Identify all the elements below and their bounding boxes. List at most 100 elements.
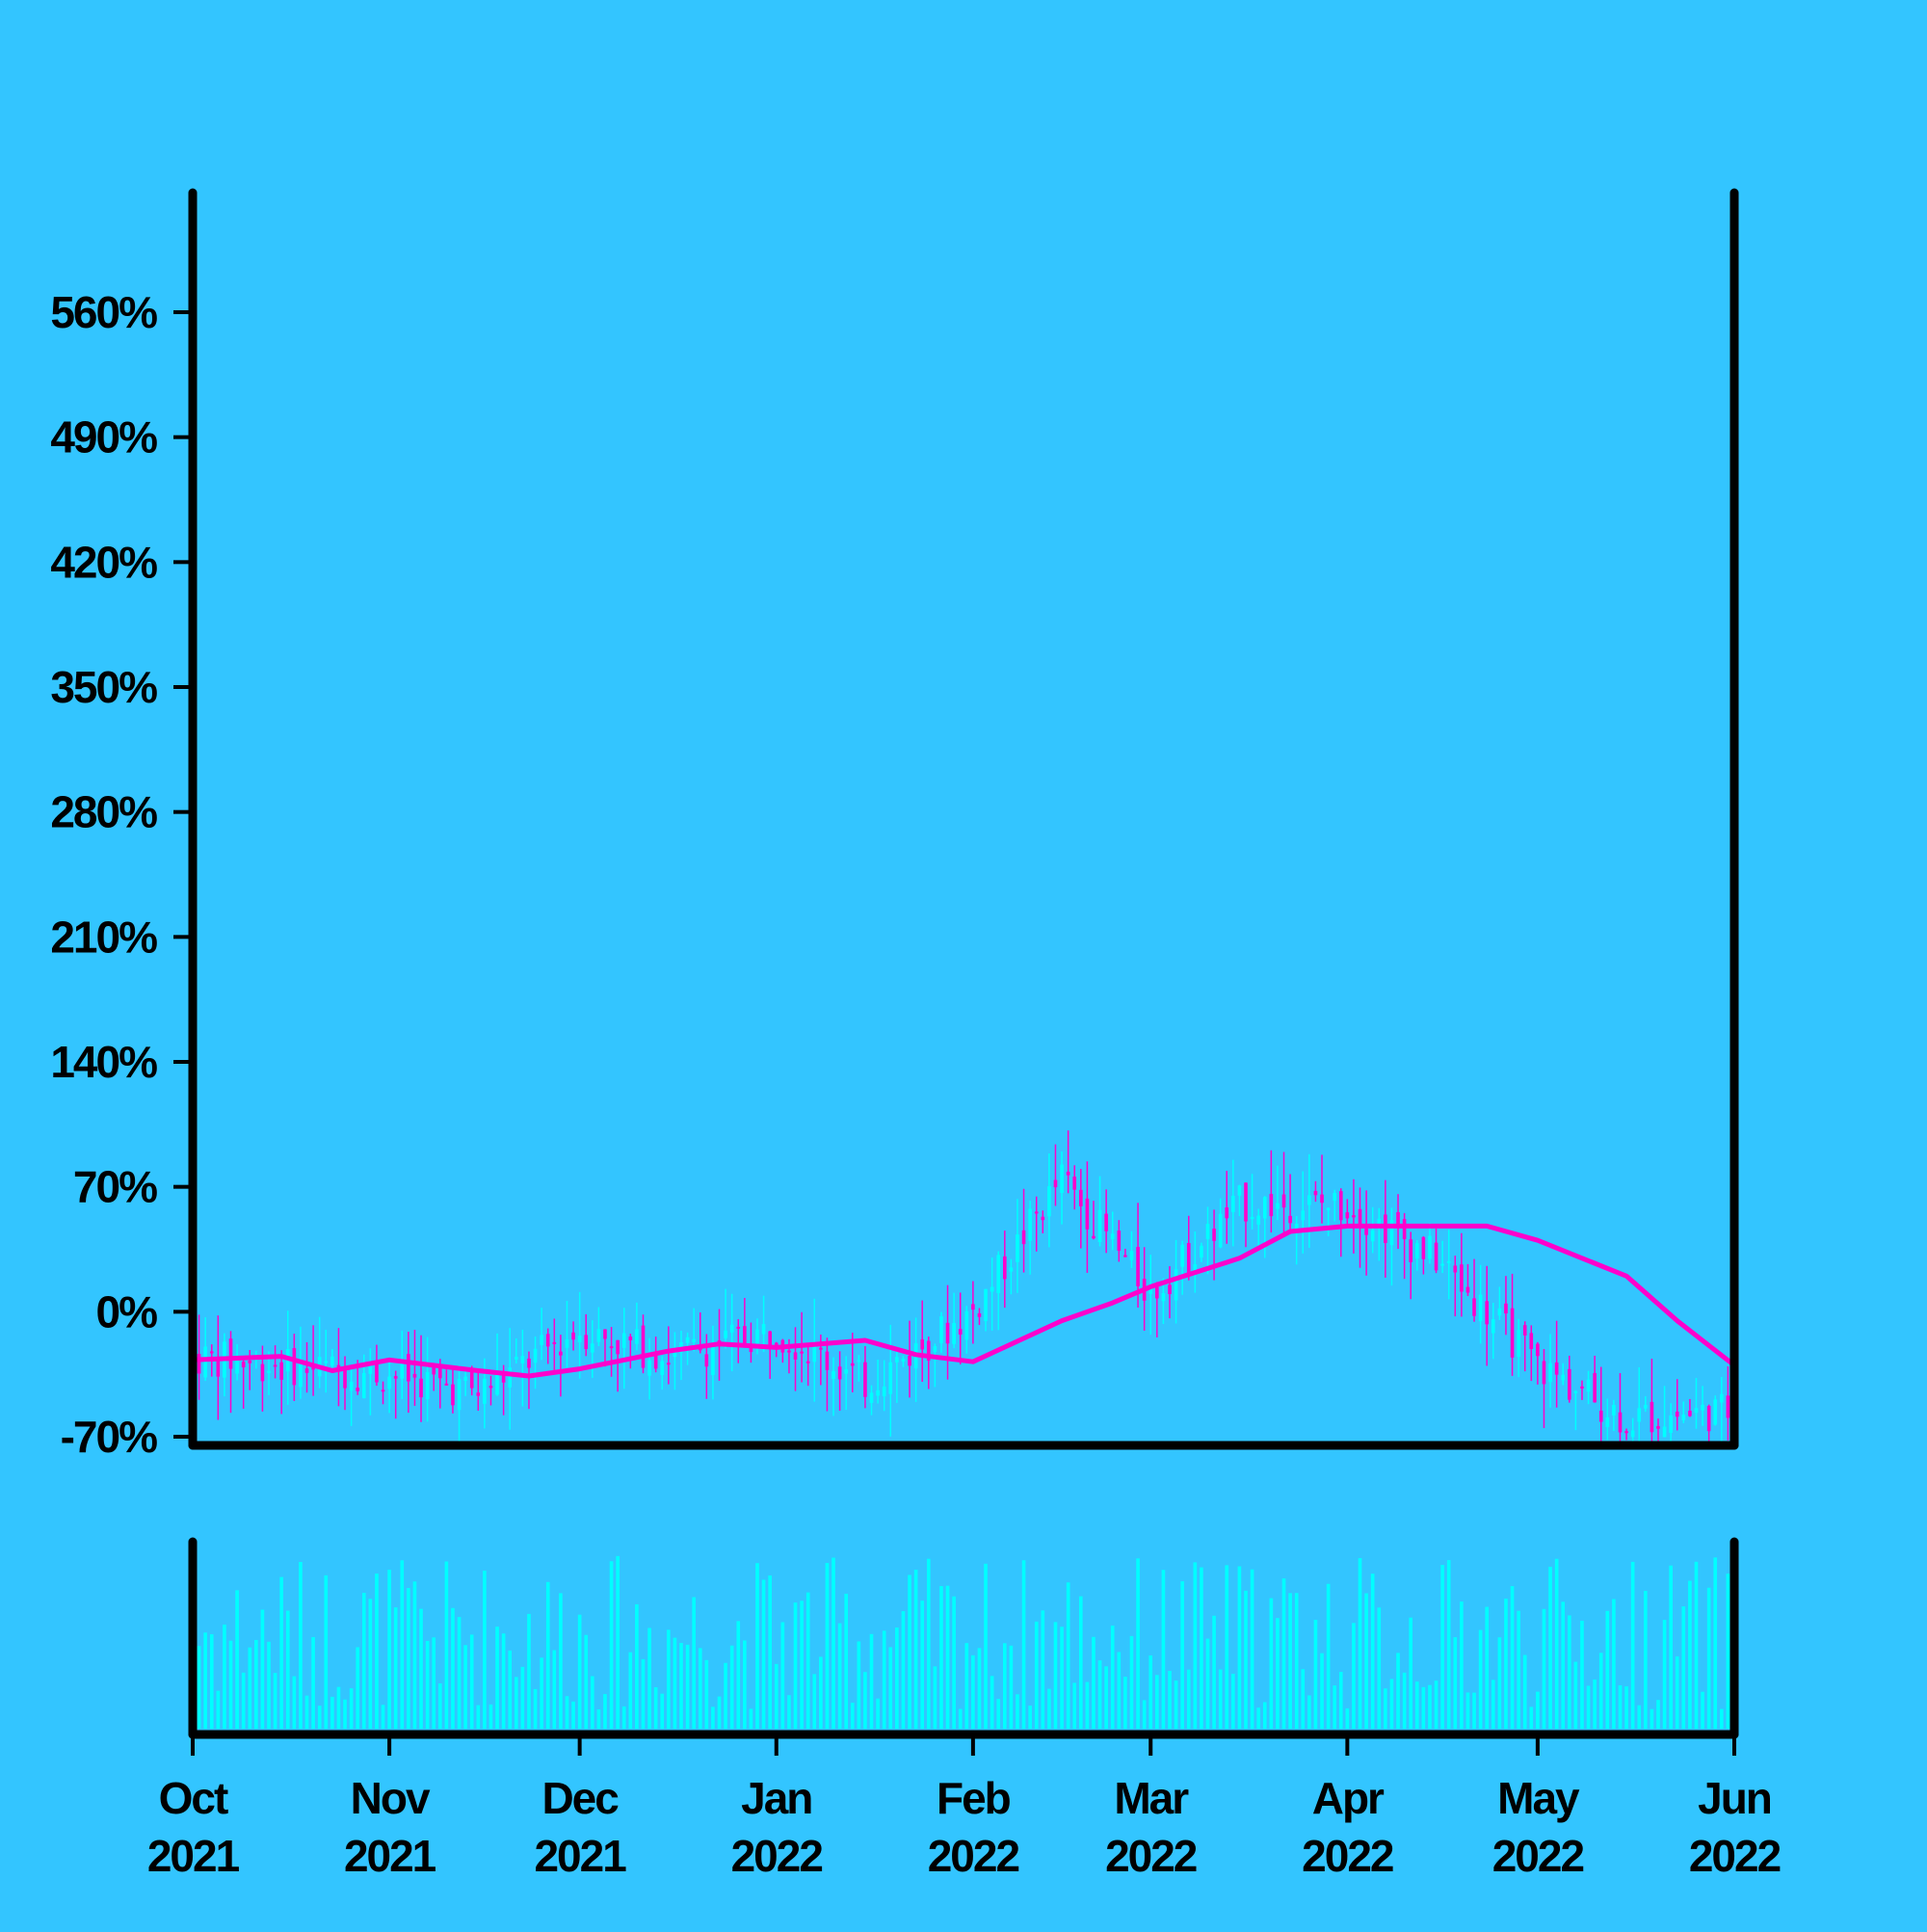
volume-bar — [1212, 1615, 1216, 1729]
volume-bar — [755, 1563, 759, 1729]
volume-bar — [1060, 1627, 1064, 1729]
candle-body — [419, 1378, 423, 1398]
candle-body — [330, 1356, 334, 1366]
candle-body — [787, 1350, 791, 1353]
candle-body — [755, 1329, 759, 1344]
candle-body — [1364, 1228, 1368, 1235]
candle-body — [641, 1325, 646, 1368]
x-axis-ticks: Oct 2021 Nov 2021 Dec 2021 Jan 2022 Feb 2022 Mar 20… — [147, 1738, 1782, 1881]
candle-body — [945, 1322, 950, 1344]
candle-body — [1384, 1214, 1387, 1243]
volume-bar — [621, 1706, 626, 1729]
candle-body — [1389, 1219, 1394, 1246]
volume-bar — [1307, 1695, 1311, 1729]
candle-body — [1618, 1412, 1623, 1433]
volume-bar — [254, 1639, 258, 1729]
volume-bar — [248, 1647, 252, 1729]
x-tick-label-year: 2021 — [534, 1831, 626, 1881]
x-tick-label-year: 2022 — [1302, 1831, 1393, 1881]
candle-body — [667, 1363, 671, 1365]
candle-body — [958, 1329, 963, 1335]
x-tick-label-year: 2021 — [344, 1831, 436, 1881]
x-tick-label-year: 2022 — [928, 1831, 1019, 1881]
volume-bar — [908, 1575, 911, 1729]
candle-body — [1428, 1235, 1432, 1259]
candle-body — [1237, 1185, 1242, 1196]
volume-bar — [1688, 1580, 1692, 1729]
volume-bar — [850, 1703, 855, 1729]
volume-bar — [412, 1581, 417, 1729]
volume-bar — [736, 1621, 741, 1729]
volume-bar — [1338, 1672, 1343, 1729]
volume-bar — [1225, 1565, 1229, 1729]
candle-body — [393, 1376, 398, 1379]
volume-bar — [1396, 1653, 1400, 1729]
x-tick-label-month: Oct — [159, 1773, 228, 1823]
volume-bar — [1041, 1610, 1045, 1729]
volume-bar — [209, 1634, 214, 1729]
volume-bar — [819, 1656, 823, 1729]
candle-body — [1212, 1229, 1216, 1241]
candle-body — [888, 1362, 893, 1394]
volume-bar — [1358, 1558, 1362, 1729]
candle-body — [1225, 1207, 1229, 1219]
volume-bar — [1706, 1587, 1711, 1729]
candle-body — [1701, 1404, 1704, 1411]
volume-bar — [1567, 1615, 1571, 1729]
volume-bar — [920, 1601, 925, 1729]
volume-bar — [476, 1705, 481, 1729]
candle-body — [432, 1364, 436, 1375]
volume-bar — [1161, 1570, 1166, 1729]
volume-bar — [692, 1597, 696, 1729]
candle-body — [1009, 1267, 1014, 1272]
y-tick-label: 140% — [50, 1037, 157, 1087]
candle-body — [1656, 1426, 1660, 1429]
candle-body — [761, 1324, 766, 1335]
volume-bar — [1598, 1653, 1603, 1729]
candle-body — [647, 1360, 651, 1376]
candle-body — [1485, 1301, 1490, 1325]
candle-body — [1180, 1244, 1184, 1267]
candle-body — [1231, 1195, 1235, 1212]
candle-body — [1497, 1308, 1502, 1316]
candle-body — [1294, 1223, 1299, 1231]
volume-bar — [698, 1648, 702, 1729]
volume-bar — [444, 1561, 449, 1729]
candle-body — [1060, 1164, 1064, 1193]
volume-bar — [1186, 1669, 1191, 1729]
candle-body — [1669, 1415, 1673, 1434]
volume-bar — [1129, 1635, 1134, 1729]
volume-bar — [1650, 1708, 1654, 1729]
volume-bar — [197, 1646, 201, 1729]
candle-body — [571, 1332, 575, 1340]
volume-bar — [805, 1592, 810, 1729]
volume-bar — [1421, 1686, 1426, 1729]
volume-bar — [559, 1593, 563, 1729]
volume-bar — [1586, 1685, 1591, 1729]
volume-bar — [267, 1641, 271, 1729]
candle-body — [939, 1316, 943, 1344]
volume-bar — [1630, 1561, 1635, 1729]
volume-bar — [1269, 1598, 1274, 1729]
candle-body — [584, 1335, 589, 1350]
candle-body — [1002, 1256, 1007, 1280]
volume-bar — [895, 1628, 899, 1729]
volume-bar — [635, 1603, 639, 1729]
candle-body — [476, 1392, 481, 1396]
x-tick-label-year: 2022 — [1492, 1831, 1584, 1881]
axes-layer — [188, 188, 1739, 1739]
x-tick-label-year: 2022 — [1689, 1831, 1781, 1881]
candles-layer — [193, 1130, 1734, 1445]
volume-bar — [1529, 1707, 1534, 1729]
candle-body — [952, 1322, 956, 1344]
volume-bar — [299, 1561, 303, 1729]
volume-bar — [628, 1652, 633, 1729]
volume-bar — [1288, 1593, 1292, 1729]
candle-body — [628, 1337, 633, 1341]
volume-bar — [400, 1560, 405, 1729]
volume-bar — [1384, 1688, 1387, 1729]
volume-bar — [787, 1695, 791, 1729]
volume-layer — [191, 1555, 1736, 1729]
volume-bar — [304, 1695, 309, 1729]
